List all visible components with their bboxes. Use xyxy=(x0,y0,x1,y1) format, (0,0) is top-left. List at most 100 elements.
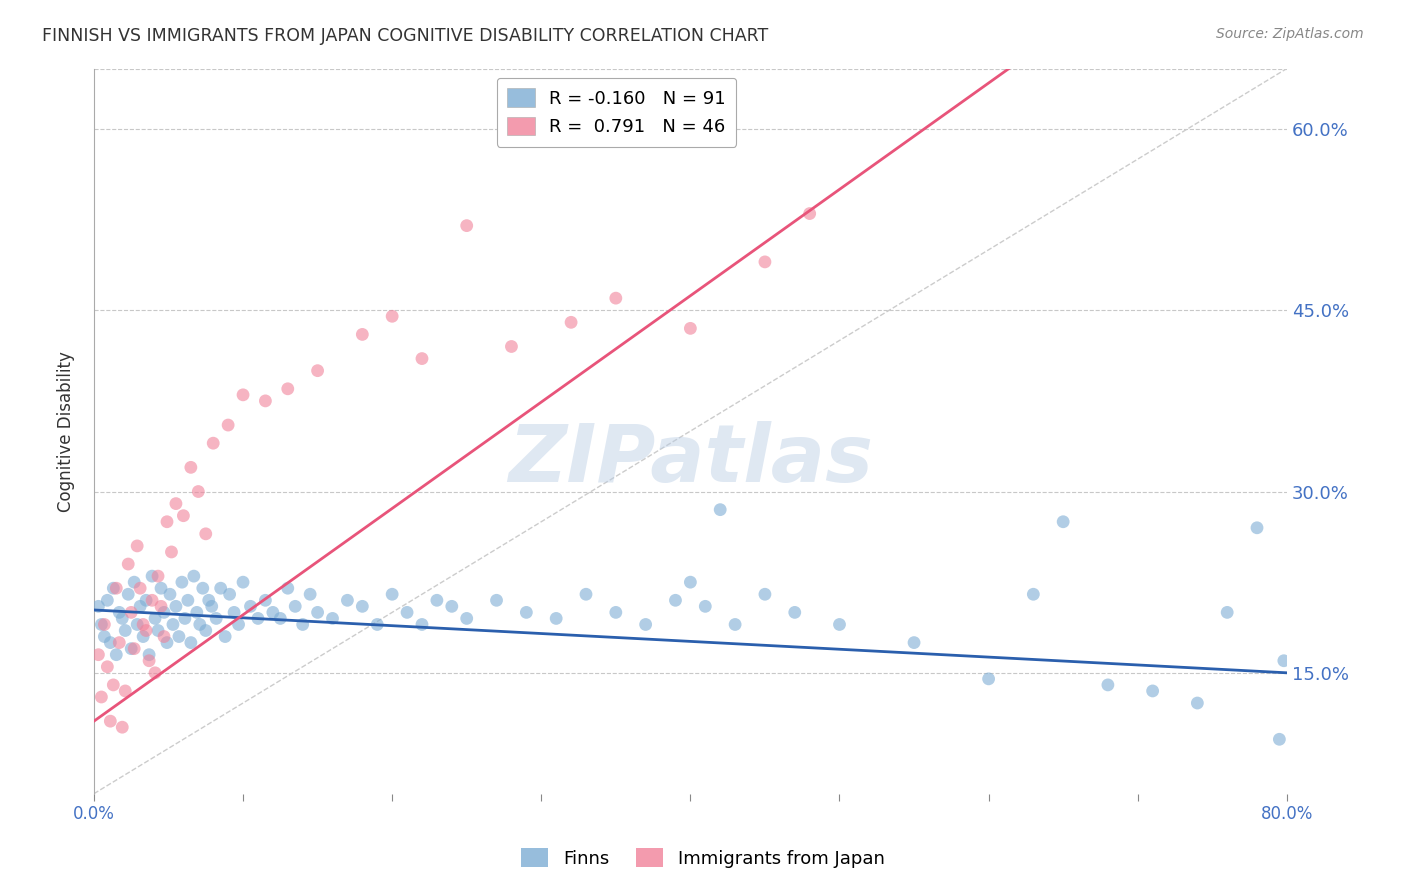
Point xyxy=(605,606,627,620)
Point xyxy=(141,593,163,607)
Point xyxy=(352,327,374,342)
Point xyxy=(96,593,118,607)
Point xyxy=(679,321,702,335)
Point xyxy=(218,587,240,601)
Point xyxy=(1268,732,1291,747)
Point xyxy=(138,654,160,668)
Point xyxy=(709,502,731,516)
Point xyxy=(664,593,686,607)
Point xyxy=(129,599,152,614)
Point xyxy=(132,630,155,644)
Point xyxy=(162,617,184,632)
Point xyxy=(440,599,463,614)
Point xyxy=(93,617,115,632)
Point xyxy=(977,672,1000,686)
Point xyxy=(1187,696,1209,710)
Point xyxy=(150,581,173,595)
Point xyxy=(191,581,214,595)
Point xyxy=(180,460,202,475)
Point xyxy=(170,575,193,590)
Point xyxy=(277,382,299,396)
Point xyxy=(122,641,145,656)
Point xyxy=(114,624,136,638)
Point xyxy=(1022,587,1045,601)
Point xyxy=(146,624,169,638)
Point xyxy=(724,617,747,632)
Point xyxy=(239,599,262,614)
Point xyxy=(1272,654,1295,668)
Point xyxy=(117,557,139,571)
Point xyxy=(98,714,121,728)
Point xyxy=(485,593,508,607)
Point xyxy=(1246,521,1268,535)
Point xyxy=(146,569,169,583)
Point xyxy=(114,684,136,698)
Point xyxy=(172,508,194,523)
Point xyxy=(122,575,145,590)
Point xyxy=(1052,515,1074,529)
Point xyxy=(156,515,179,529)
Point xyxy=(214,630,236,644)
Legend: Finns, Immigrants from Japan: Finns, Immigrants from Japan xyxy=(510,838,896,879)
Point xyxy=(217,418,239,433)
Point xyxy=(108,606,131,620)
Point xyxy=(194,526,217,541)
Point xyxy=(205,611,228,625)
Point xyxy=(352,599,374,614)
Point xyxy=(150,599,173,614)
Point xyxy=(96,660,118,674)
Point xyxy=(336,593,359,607)
Point xyxy=(90,690,112,704)
Legend: R = -0.160   N = 91, R =  0.791   N = 46: R = -0.160 N = 91, R = 0.791 N = 46 xyxy=(496,78,737,147)
Point xyxy=(307,364,329,378)
Point xyxy=(269,611,291,625)
Point xyxy=(98,635,121,649)
Point xyxy=(129,581,152,595)
Point xyxy=(87,599,110,614)
Point xyxy=(695,599,717,614)
Point xyxy=(143,611,166,625)
Point xyxy=(903,635,925,649)
Point xyxy=(167,630,190,644)
Point xyxy=(546,611,568,625)
Point xyxy=(381,310,404,324)
Point xyxy=(426,593,449,607)
Point xyxy=(194,624,217,638)
Point xyxy=(262,606,284,620)
Point xyxy=(138,648,160,662)
Point xyxy=(501,339,523,353)
Point xyxy=(291,617,314,632)
Point xyxy=(396,606,419,620)
Point xyxy=(783,606,806,620)
Point xyxy=(132,617,155,632)
Point xyxy=(90,617,112,632)
Point xyxy=(222,606,245,620)
Point xyxy=(232,575,254,590)
Point xyxy=(381,587,404,601)
Point xyxy=(135,624,157,638)
Point xyxy=(201,599,224,614)
Point xyxy=(127,539,149,553)
Text: ZIPatlas: ZIPatlas xyxy=(508,421,873,500)
Point xyxy=(284,599,307,614)
Point xyxy=(120,641,142,656)
Point xyxy=(515,606,537,620)
Point xyxy=(634,617,657,632)
Point xyxy=(105,581,128,595)
Point xyxy=(560,315,582,329)
Point xyxy=(183,569,205,583)
Point xyxy=(228,617,250,632)
Point xyxy=(754,587,776,601)
Point xyxy=(209,581,232,595)
Point xyxy=(679,575,702,590)
Point xyxy=(93,630,115,644)
Point xyxy=(165,599,187,614)
Point xyxy=(828,617,851,632)
Point xyxy=(111,611,134,625)
Point xyxy=(117,587,139,601)
Point xyxy=(153,630,176,644)
Point xyxy=(1216,606,1239,620)
Point xyxy=(202,436,225,450)
Point xyxy=(411,617,433,632)
Point xyxy=(141,569,163,583)
